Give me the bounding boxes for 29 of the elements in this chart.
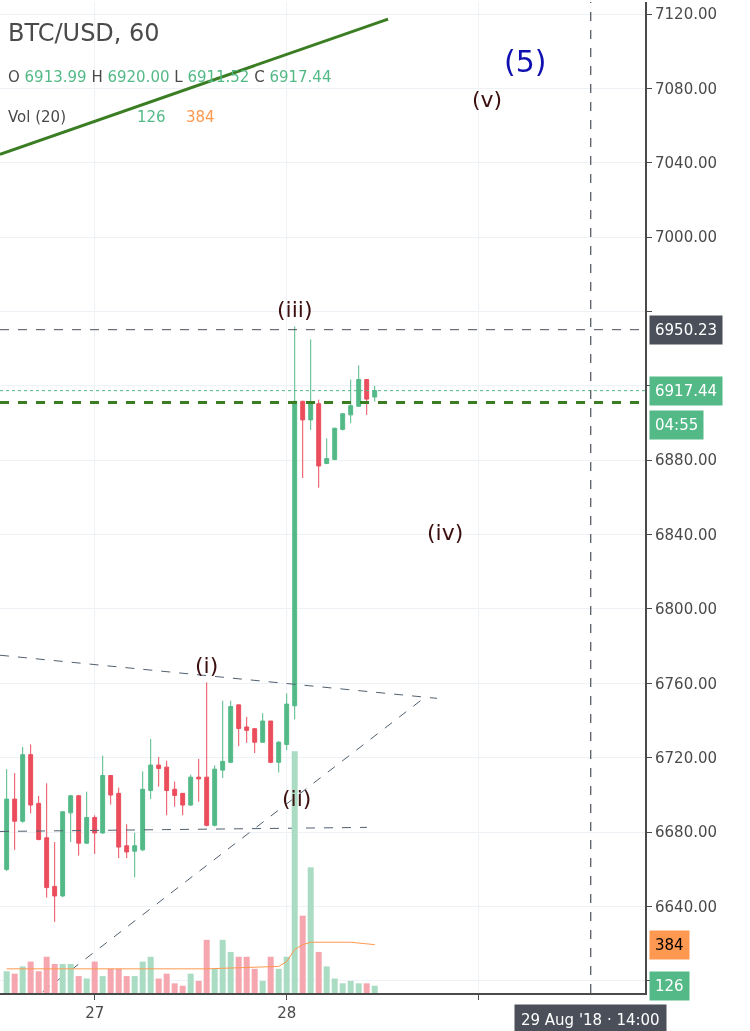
annotation: 126 (137, 108, 166, 126)
x-tick-label: 27 (85, 1004, 105, 1022)
annotation: (i) (195, 653, 219, 678)
ref-line-label: 29 Aug '18 · 14:00 (521, 1011, 660, 1029)
y-tick-label: 6800.00 (655, 600, 718, 619)
y-tick-label: 6720.00 (655, 748, 718, 767)
text: 126 (655, 977, 684, 995)
y-tick-label: 6640.00 (655, 897, 718, 916)
y-tick-label: 6880.00 (655, 451, 718, 470)
annotation: (iii) (277, 297, 313, 322)
y-tick-label: 6840.00 (655, 525, 718, 544)
y-tick-label: 7120.00 (655, 5, 718, 24)
y-tick-label: 6760.00 (655, 674, 718, 693)
annotation: (v) (472, 87, 503, 112)
text: BTC/USD, 60 (8, 19, 160, 47)
annotation: (5) (504, 44, 547, 79)
annotation: (ii) (282, 786, 312, 811)
ref-line-label: 6917.44 (655, 382, 718, 400)
y-tick-label: 7040.00 (655, 154, 718, 173)
chart-title: Vol (20) (8, 108, 67, 126)
y-tick-label: 7080.00 (655, 79, 718, 98)
x-tick-label: 28 (277, 1004, 297, 1022)
y-tick-label: 7000.00 (655, 228, 718, 247)
text: 04:55 (655, 416, 699, 434)
annotation: 384 (186, 108, 215, 126)
ref-line-label: 6950.23 (655, 321, 718, 339)
annotation: (iv) (427, 520, 464, 545)
y-tick-label: 6680.00 (655, 823, 718, 842)
text: 384 (655, 936, 684, 954)
